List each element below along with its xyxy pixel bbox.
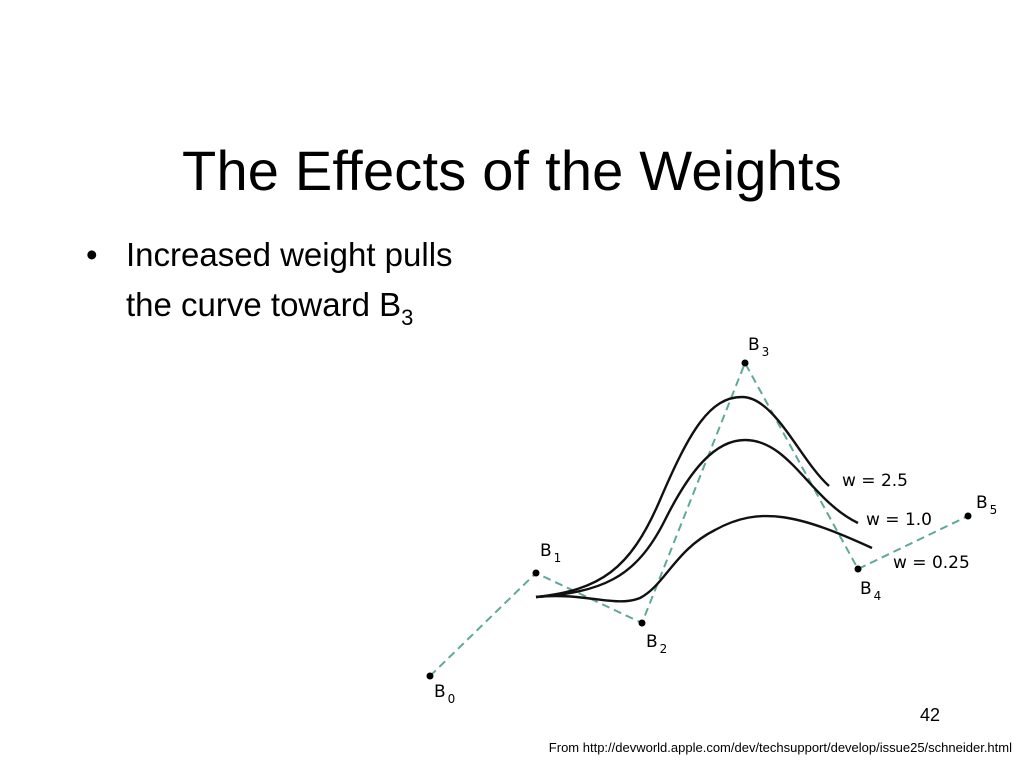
bullet-subscript: 3: [401, 305, 414, 330]
bullet-list: • Increased weight pulls the curve towar…: [82, 230, 462, 330]
control-point-b2: [638, 619, 646, 627]
control-point-b1: [532, 569, 540, 577]
source-footer: From http://devworld.apple.com/dev/techs…: [548, 740, 1012, 755]
page-number: 42: [919, 705, 940, 725]
curve-w-0.25: [535, 514, 873, 603]
control-point-b3: [741, 359, 749, 367]
curve-w-1.0: [535, 438, 859, 599]
bullet-item: • Increased weight pulls the curve towar…: [82, 230, 462, 330]
control-point-b5: [964, 512, 972, 520]
control-point-b0: [426, 672, 434, 680]
bullet-text: Increased weight pulls the curve toward …: [126, 236, 453, 323]
weight-label-1.0: w = 1.0: [866, 510, 932, 530]
slide-title: The Effects of the Weights: [182, 138, 842, 202]
control-point-b4: [854, 565, 862, 573]
weight-label-2.5: w = 2.5: [842, 471, 908, 491]
weight-label-0.25: w = 0.25: [893, 553, 970, 573]
bullet-marker: •: [86, 236, 98, 273]
curve-w-2.5: [535, 395, 830, 599]
control-polygon: [429, 360, 969, 677]
